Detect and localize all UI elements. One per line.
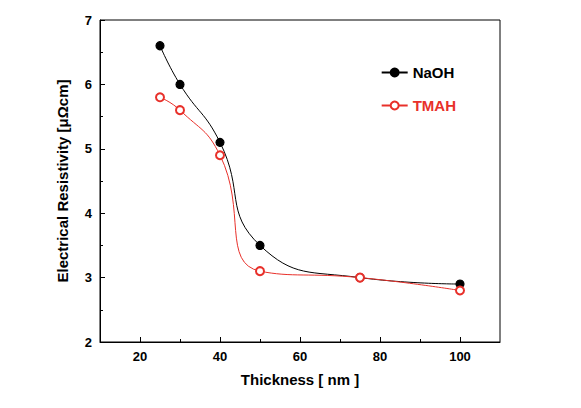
svg-text:80: 80: [373, 349, 387, 364]
svg-text:Electrical Resistivity [μΩcm]: Electrical Resistivity [μΩcm]: [54, 80, 71, 283]
svg-text:7: 7: [85, 13, 92, 28]
svg-text:40: 40: [213, 349, 227, 364]
svg-text:100: 100: [449, 349, 471, 364]
svg-text:6: 6: [85, 77, 92, 92]
svg-text:20: 20: [133, 349, 147, 364]
svg-text:60: 60: [293, 349, 307, 364]
svg-text:3: 3: [85, 270, 92, 285]
svg-text:TMAH: TMAH: [413, 97, 456, 114]
svg-text:5: 5: [85, 141, 92, 156]
svg-text:4: 4: [85, 206, 93, 221]
svg-text:2: 2: [85, 335, 92, 350]
svg-text:NaOH: NaOH: [413, 64, 455, 81]
svg-text:Thickness [ nm ]: Thickness [ nm ]: [241, 371, 359, 388]
